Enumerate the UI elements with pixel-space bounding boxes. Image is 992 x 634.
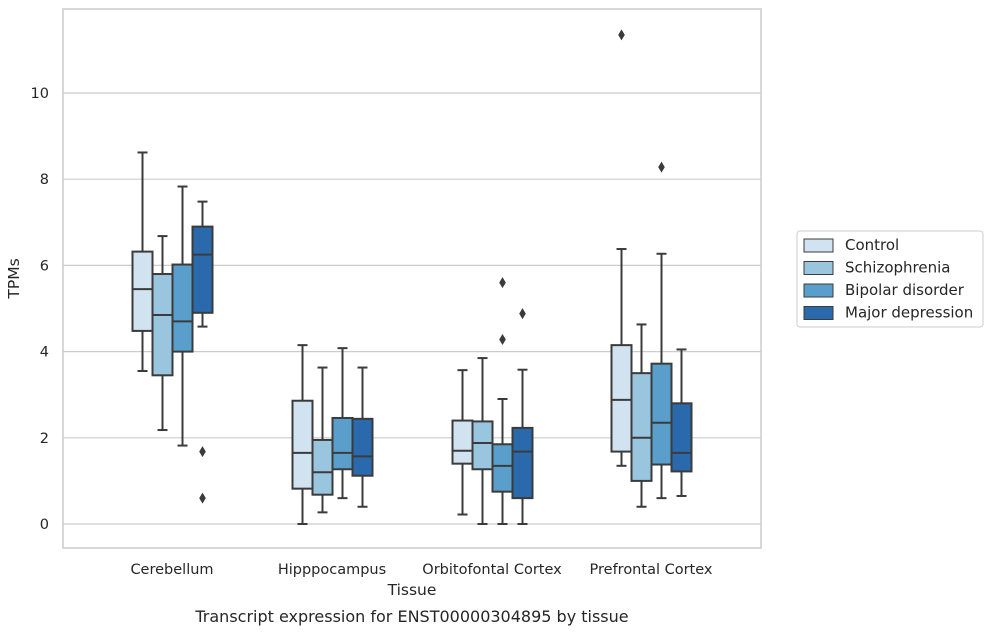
legend-label: Bipolar disorder xyxy=(845,281,965,299)
y-tick-label: 10 xyxy=(31,86,49,102)
y-tick-labels: 0 2 4 6 8 10 xyxy=(31,86,49,533)
box-series xyxy=(131,29,693,525)
box-body xyxy=(511,426,534,500)
outlier-point xyxy=(618,29,625,41)
box xyxy=(171,185,194,447)
legend-label: Major depression xyxy=(845,304,973,322)
box xyxy=(650,161,673,500)
chart-caption: Transcript expression for ENST0000030489… xyxy=(194,607,628,626)
plot-frame xyxy=(62,8,762,549)
legend-swatch xyxy=(803,261,834,275)
outlier-point xyxy=(199,446,206,458)
outlier-point xyxy=(658,161,665,173)
box-body xyxy=(650,362,673,466)
legend-label: Schizophrenia xyxy=(845,259,950,277)
box xyxy=(191,200,214,504)
box xyxy=(471,357,494,525)
box-body xyxy=(131,250,154,332)
y-tick-label: 0 xyxy=(40,517,49,533)
box-body xyxy=(171,263,194,353)
y-tick-label: 8 xyxy=(40,172,49,188)
box-body xyxy=(311,438,334,496)
y-tick-label: 2 xyxy=(40,431,49,447)
legend-swatch xyxy=(803,306,834,320)
legend: Control Schizophrenia Bipolar disorder Majo… xyxy=(796,230,984,328)
box xyxy=(670,348,693,497)
outlier-point xyxy=(199,492,206,504)
x-tick-label: Orbitofontal Cortex xyxy=(422,562,562,578)
box-body xyxy=(610,344,633,453)
x-tick-label: Prefrontal Cortex xyxy=(590,562,713,578)
box-body xyxy=(670,402,693,473)
legend-swatch xyxy=(803,238,834,253)
outlier-point xyxy=(499,334,506,346)
box-body xyxy=(191,225,214,314)
box-body xyxy=(630,372,653,482)
box xyxy=(511,308,534,525)
box-body xyxy=(491,443,514,493)
outlier-point xyxy=(499,277,506,289)
box-body xyxy=(331,416,354,471)
x-tick-labels: Cerebellum Hipppocampus Orbitofontal Corte… xyxy=(130,562,712,578)
box xyxy=(451,369,474,516)
y-tick-label: 4 xyxy=(40,345,49,361)
legend-swatch xyxy=(803,283,834,298)
outlier-point xyxy=(519,308,526,320)
box xyxy=(351,366,374,508)
x-tick-label: Hipppocampus xyxy=(278,562,386,578)
box-body xyxy=(351,417,374,477)
box-body xyxy=(291,399,314,490)
y-axis-label: TPMs xyxy=(5,258,23,299)
x-tick-label: Cerebellum xyxy=(130,562,213,578)
box-body xyxy=(151,273,174,377)
box xyxy=(131,151,154,372)
box-body xyxy=(471,420,494,471)
legend-frame xyxy=(796,230,984,328)
x-axis-label: Tissue xyxy=(387,581,437,599)
box-body xyxy=(451,419,474,465)
legend-label: Control xyxy=(845,236,899,254)
y-tick-label: 6 xyxy=(40,258,49,274)
